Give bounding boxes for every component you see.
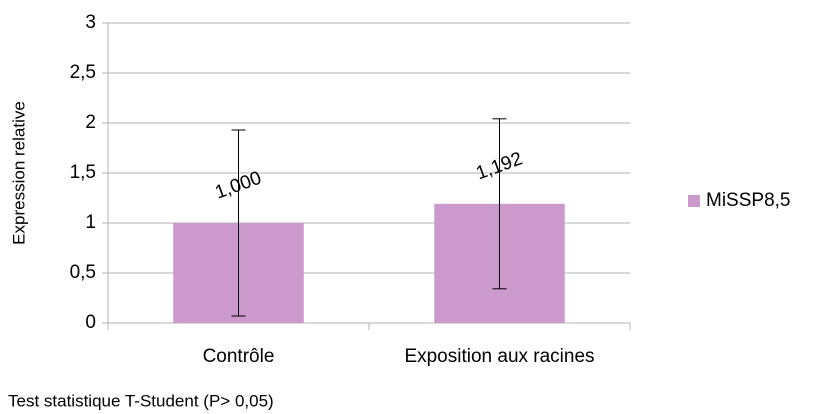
y-tick-label: 0,5 — [70, 262, 96, 283]
y-tick-label: 0 — [85, 312, 96, 333]
legend-label: MiSSP8,5 — [706, 190, 790, 211]
y-tick-label: 2 — [85, 112, 96, 133]
y-tick-label: 1,5 — [70, 162, 96, 183]
y-tick-label: 3 — [85, 12, 96, 33]
y-axis-label: Expression relative — [9, 101, 28, 245]
footnote: Test statistique T-Student (P> 0,05) — [8, 391, 274, 410]
legend-swatch — [688, 195, 700, 207]
y-tick-label: 2,5 — [70, 62, 96, 83]
y-tick-label: 1 — [85, 212, 96, 233]
x-tick-label: Exposition aux racines — [404, 346, 594, 367]
x-tick-label: Contrôle — [203, 346, 275, 367]
